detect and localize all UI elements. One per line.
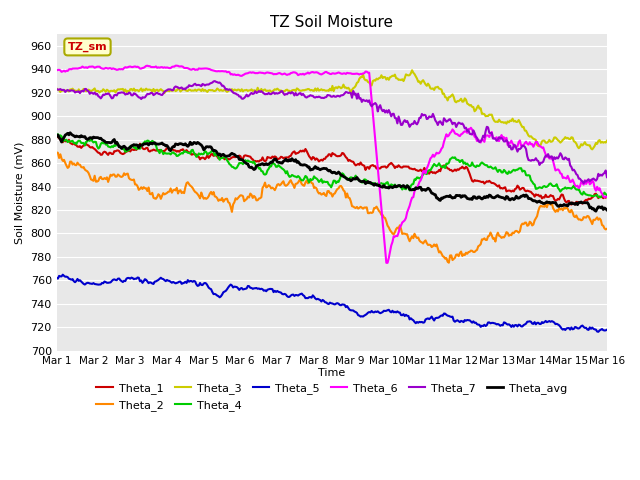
Line: Theta_2: Theta_2 <box>57 153 607 263</box>
Theta_2 <box>603 226 611 232</box>
Theta_7 <box>603 174 611 180</box>
Theta_5 <box>364 310 372 316</box>
Theta_4 <box>603 192 611 198</box>
Theta_1 <box>451 167 459 172</box>
Theta_6 <box>597 189 605 195</box>
Line: Theta_6: Theta_6 <box>57 66 607 263</box>
Theta_3 <box>408 67 416 73</box>
Theta_3 <box>597 140 605 145</box>
Theta_7 <box>597 172 605 178</box>
Theta_3 <box>145 87 152 93</box>
Theta_avg <box>67 130 74 136</box>
Theta_2 <box>53 150 61 156</box>
Theta_7 <box>211 78 219 84</box>
Theta_avg <box>146 141 154 146</box>
Theta_6 <box>172 63 179 69</box>
Theta_5 <box>581 325 589 331</box>
Theta_4 <box>54 132 61 137</box>
Title: TZ Soil Moisture: TZ Soil Moisture <box>270 15 394 30</box>
Theta_7 <box>582 179 590 184</box>
Theta_1 <box>114 147 122 153</box>
Theta_5 <box>53 275 61 281</box>
Theta_5 <box>452 318 460 324</box>
Theta_2 <box>363 204 371 210</box>
Theta_5 <box>595 329 602 335</box>
Theta_2 <box>581 215 589 220</box>
Theta_avg <box>597 205 605 211</box>
Theta_4 <box>452 156 460 162</box>
Theta_4 <box>53 132 61 138</box>
Theta_3 <box>588 146 596 152</box>
Theta_3 <box>452 99 460 105</box>
Theta_5 <box>59 272 67 277</box>
Theta_avg <box>581 200 589 205</box>
Theta_7 <box>580 180 588 186</box>
Legend: Theta_1, Theta_2, Theta_3, Theta_4, Theta_5, Theta_6, Theta_7, Theta_avg: Theta_1, Theta_2, Theta_3, Theta_4, Thet… <box>92 379 572 415</box>
Theta_1 <box>603 193 611 199</box>
Theta_6 <box>454 132 461 137</box>
Line: Theta_1: Theta_1 <box>57 136 607 204</box>
Theta_4 <box>146 140 154 145</box>
Theta_2 <box>596 216 604 221</box>
Theta_avg <box>53 133 61 139</box>
Theta_6 <box>582 181 590 187</box>
Theta_1 <box>581 198 589 204</box>
Theta_1 <box>363 165 371 170</box>
Text: TZ_sm: TZ_sm <box>68 42 108 52</box>
Theta_1 <box>145 148 152 154</box>
Theta_1 <box>53 133 61 139</box>
Y-axis label: Soil Moisture (mV): Soil Moisture (mV) <box>15 141 25 243</box>
Theta_6 <box>364 70 372 75</box>
Theta_3 <box>114 86 122 92</box>
Theta_3 <box>53 86 61 92</box>
Theta_2 <box>145 185 152 191</box>
Theta_4 <box>115 144 123 150</box>
Theta_4 <box>597 194 605 200</box>
Theta_6 <box>53 68 61 73</box>
Theta_6 <box>383 260 390 266</box>
Theta_2 <box>114 171 122 177</box>
Theta_avg <box>603 207 611 213</box>
Theta_avg <box>452 192 460 198</box>
Theta_4 <box>581 191 589 196</box>
Theta_2 <box>445 260 452 265</box>
Line: Theta_avg: Theta_avg <box>57 133 607 211</box>
Line: Theta_5: Theta_5 <box>57 275 607 332</box>
Line: Theta_4: Theta_4 <box>57 134 607 197</box>
Theta_7 <box>145 91 152 97</box>
Theta_avg <box>592 208 600 214</box>
Theta_3 <box>603 138 611 144</box>
Theta_5 <box>115 276 123 281</box>
Theta_4 <box>595 194 602 200</box>
Theta_7 <box>452 124 460 130</box>
Theta_3 <box>581 139 589 145</box>
Line: Theta_3: Theta_3 <box>57 70 607 149</box>
Theta_5 <box>603 327 611 333</box>
Theta_avg <box>364 179 372 184</box>
Theta_6 <box>114 67 122 72</box>
Theta_7 <box>114 90 122 96</box>
X-axis label: Time: Time <box>318 369 346 379</box>
Theta_3 <box>363 77 371 83</box>
Theta_1 <box>596 193 604 199</box>
Theta_5 <box>597 327 605 333</box>
Line: Theta_7: Theta_7 <box>57 81 607 183</box>
Theta_1 <box>568 202 575 207</box>
Theta_4 <box>364 180 372 186</box>
Theta_7 <box>53 86 61 92</box>
Theta_7 <box>364 99 372 105</box>
Theta_6 <box>603 194 611 200</box>
Theta_avg <box>115 144 123 150</box>
Theta_6 <box>145 63 152 69</box>
Theta_5 <box>146 279 154 285</box>
Theta_2 <box>452 252 460 258</box>
